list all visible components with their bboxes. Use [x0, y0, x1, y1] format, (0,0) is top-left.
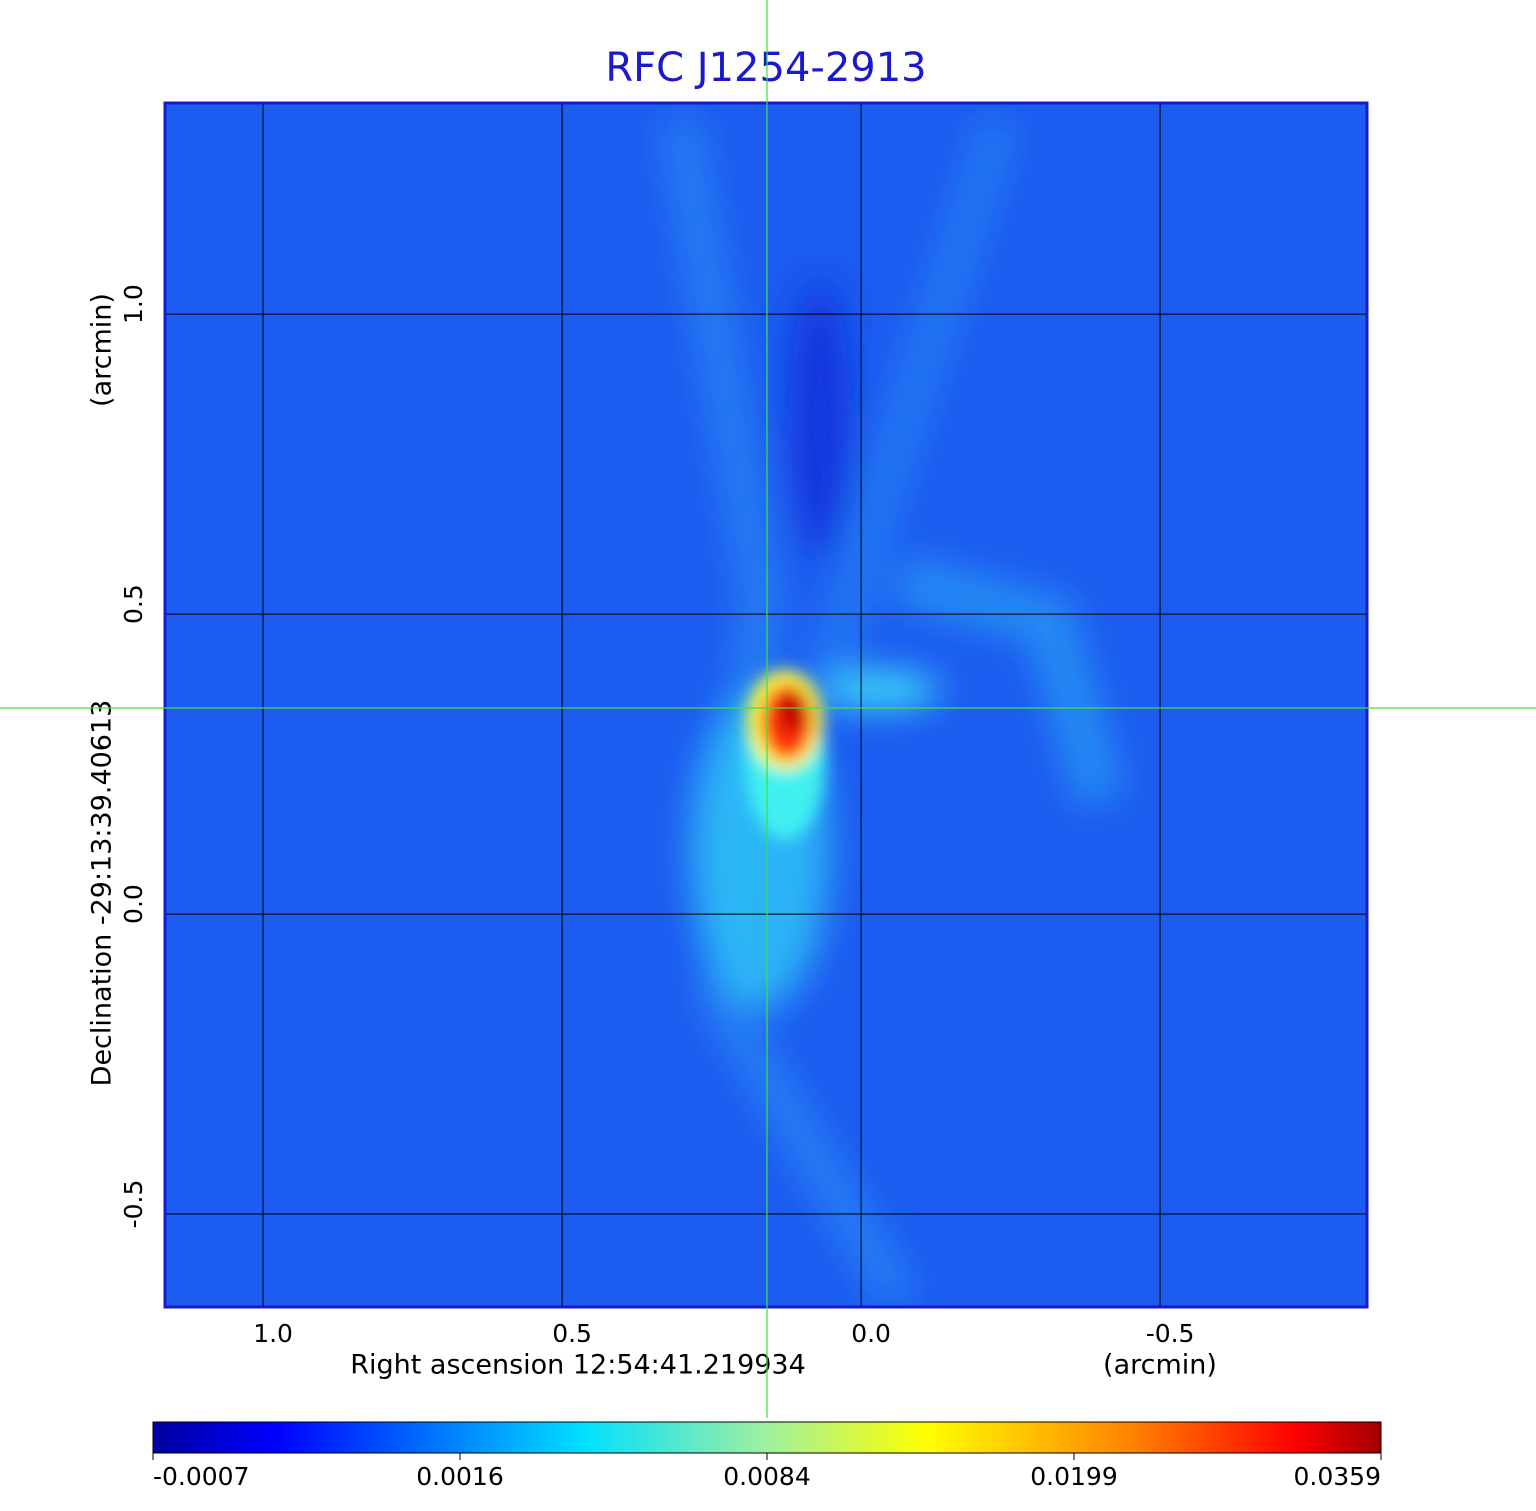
image: [165, 103, 1367, 1307]
x-tick-label: -0.5: [1146, 1319, 1195, 1348]
colorbar-tick-label: -0.0007: [153, 1462, 250, 1491]
x-tick-label: 0.5: [552, 1319, 592, 1348]
plot-frame: [163, 101, 1369, 1309]
x-unit: (arcmin): [1103, 1350, 1217, 1381]
colorbar: [152, 1421, 1382, 1454]
y-tick-label: 0.5: [119, 584, 148, 624]
x-tick-label: 0.0: [851, 1319, 891, 1348]
colorbar-tick-label: 0.0199: [1030, 1462, 1117, 1491]
y-unit: (arcmin): [87, 293, 118, 407]
x-tick-label: 1.0: [253, 1319, 293, 1348]
y-tick-label: 0.0: [119, 884, 148, 924]
y-label: Declination -29:13:39.40613: [87, 700, 118, 1087]
y-tick-label: 1.0: [119, 284, 148, 324]
colorbar-tick-label: 0.0359: [1294, 1462, 1381, 1491]
chart-title: RFC J1254-2913: [605, 45, 926, 91]
y-tick-label: -0.5: [119, 1180, 148, 1229]
colorbar-tick-label: 0.0084: [723, 1462, 810, 1491]
x-label: Right ascension 12:54:41.219934: [350, 1350, 806, 1381]
colorbar-tick-label: 0.0016: [416, 1462, 503, 1491]
